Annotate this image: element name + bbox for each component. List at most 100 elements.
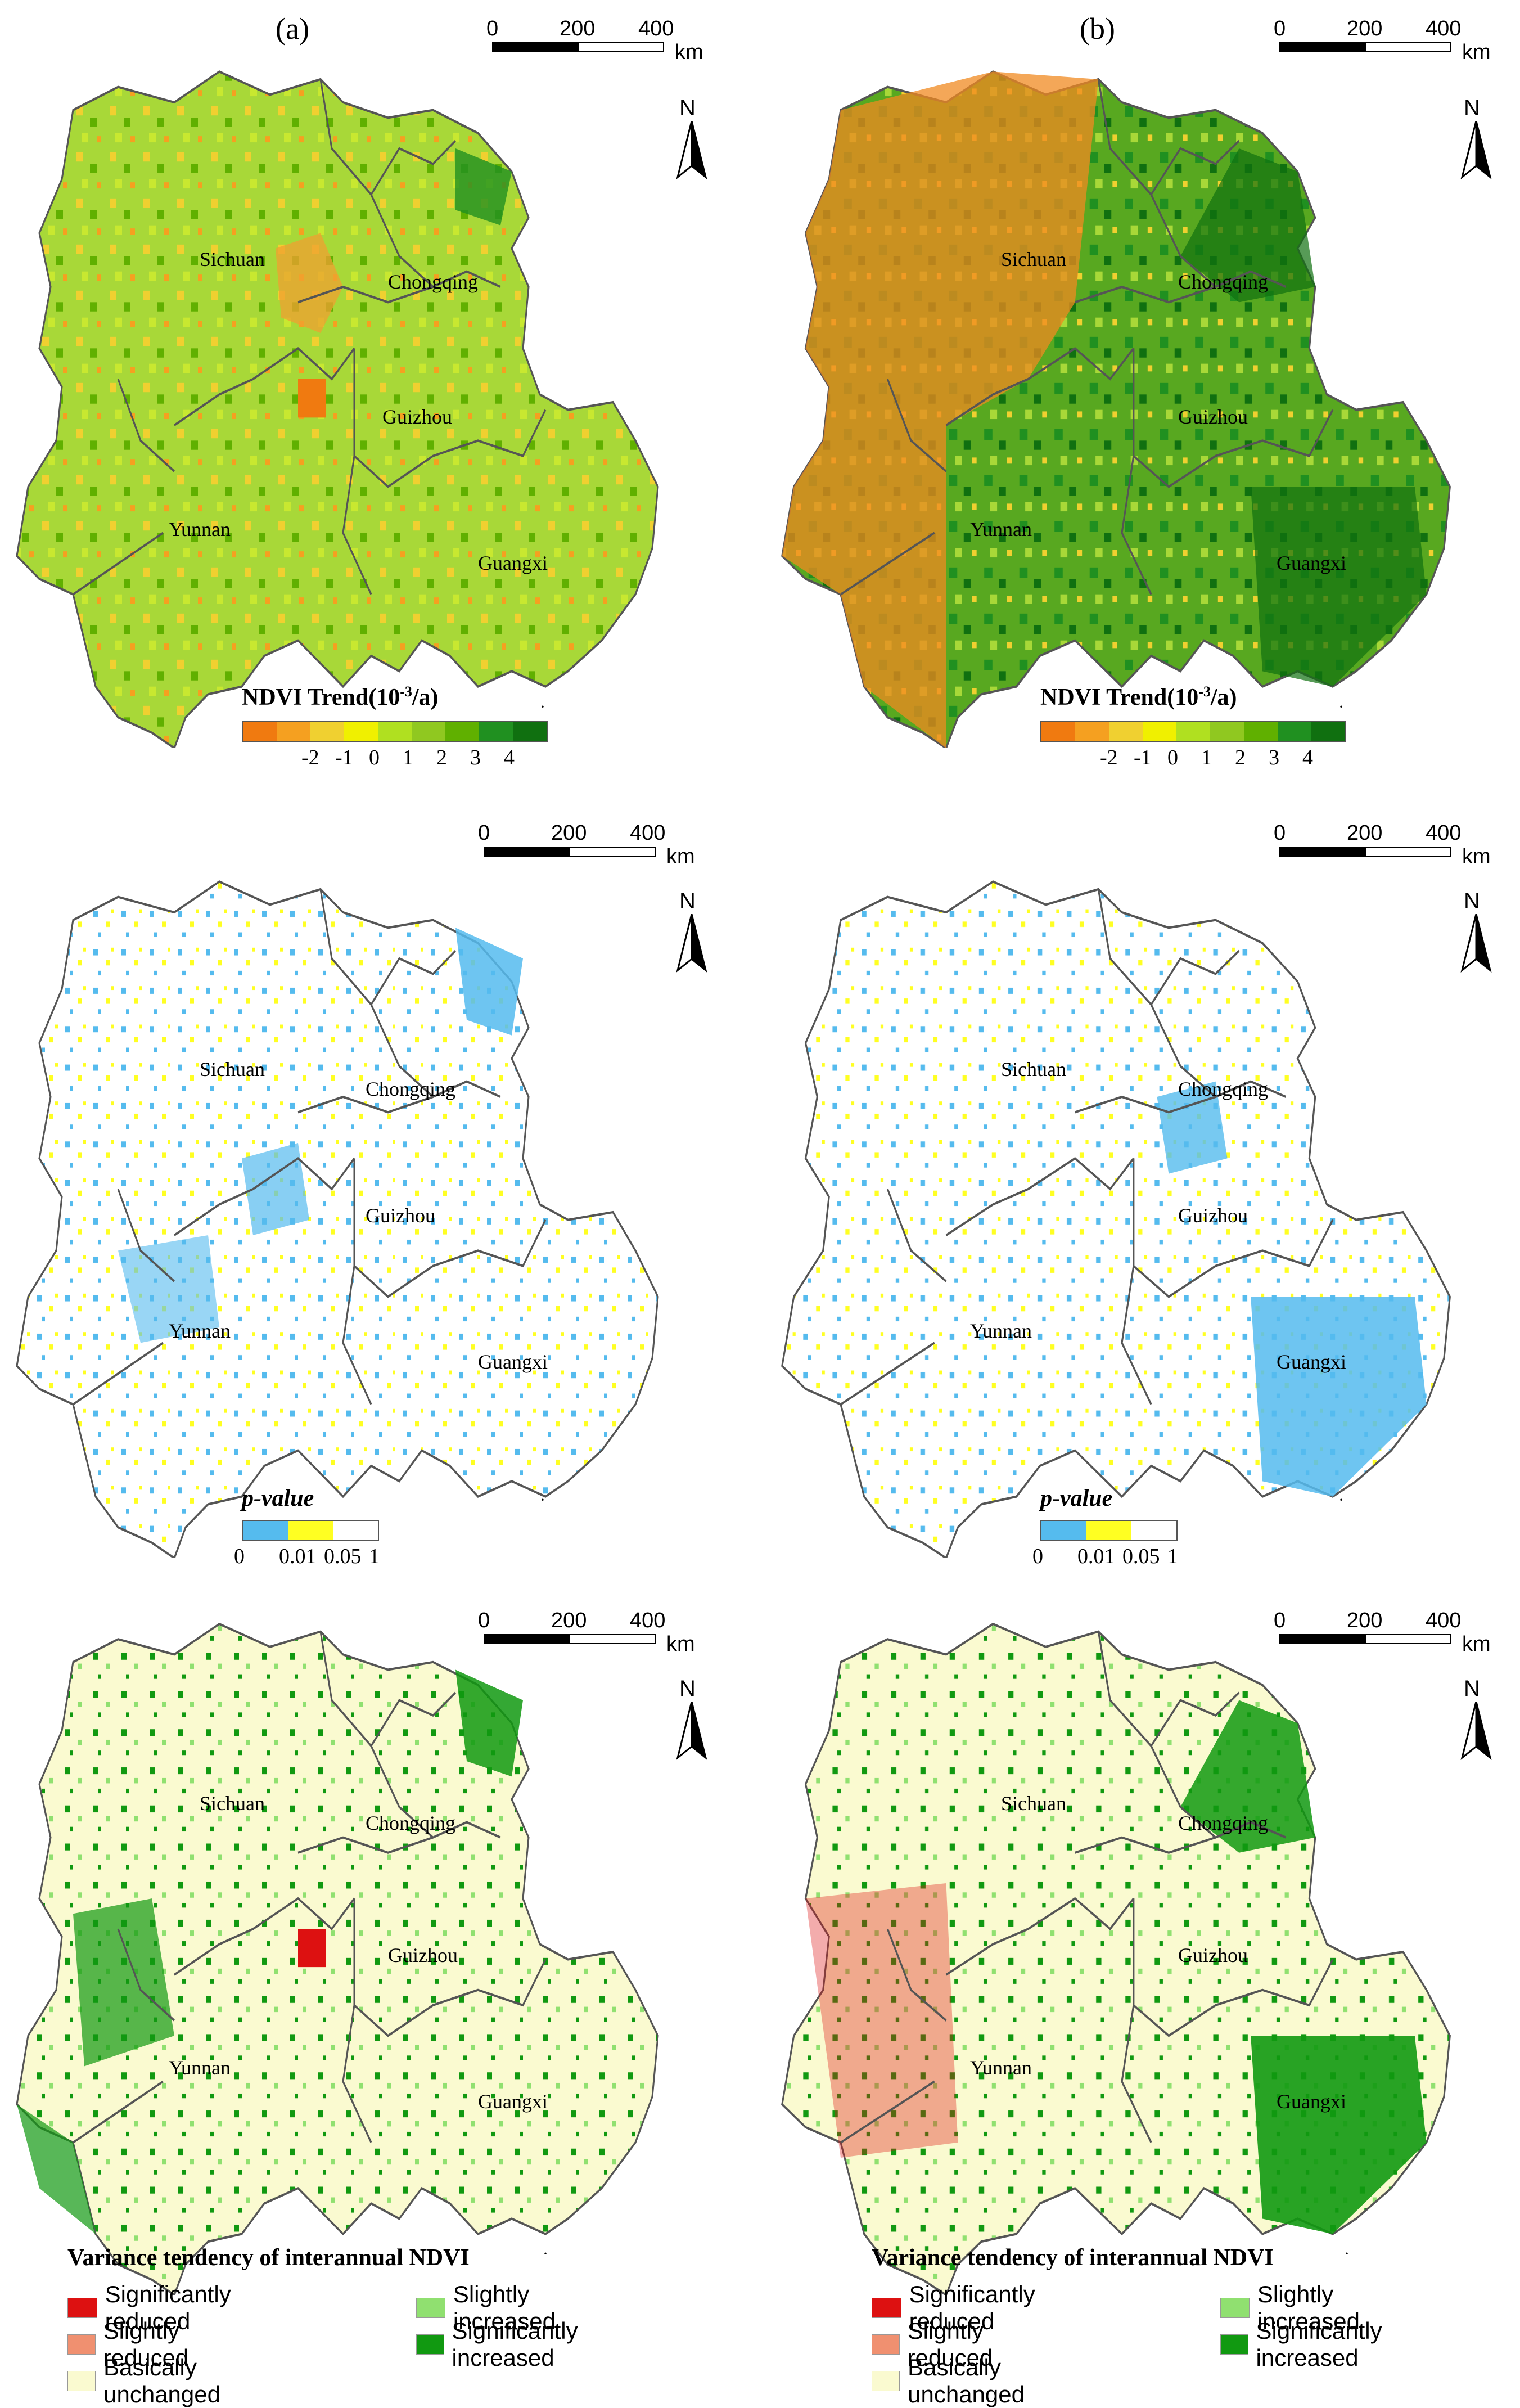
- legend-tick: 0: [234, 1545, 245, 1568]
- north-letter: N: [679, 96, 696, 120]
- panel-b-pvalue: Sichuan Chongqing Guizhou Yunnan Guangxi…: [770, 810, 1518, 1586]
- legend-label: Slightly reduced: [907, 2317, 993, 2371]
- label-guizhou: Guizhou: [1178, 406, 1248, 428]
- trend-legend-title: NDVI Trend(10-3/a): [242, 683, 439, 711]
- scale-tick-200: 200: [1347, 821, 1383, 845]
- trend-legend-title-end: /a): [412, 685, 439, 710]
- legend-tick: 3: [470, 746, 481, 769]
- ramp-swatch: [243, 1521, 288, 1540]
- legend-swatch: [872, 2371, 900, 2391]
- scale-bar: 0 200 400 km: [1274, 1609, 1491, 1671]
- pvalue-color-ramp: [1040, 1520, 1178, 1541]
- label-guangxi: Guangxi: [1277, 552, 1346, 574]
- north-letter: N: [1464, 1676, 1480, 1701]
- north-arrow-icon: [676, 914, 707, 973]
- scale-segment-black: [484, 847, 570, 857]
- legend-swatch: [872, 2334, 900, 2355]
- map-dot: ·: [540, 697, 545, 716]
- ramp-swatch: [479, 722, 513, 741]
- label-guizhou: Guizhou: [1178, 1204, 1248, 1227]
- ramp-swatch: [378, 722, 412, 741]
- trend-map-b: [770, 56, 1473, 748]
- legend-tick: 3: [1269, 746, 1279, 769]
- north-letter: N: [679, 1676, 696, 1701]
- scale-unit: km: [666, 845, 695, 868]
- ramp-swatch: [513, 722, 547, 741]
- legend-label: Slightly reduced: [103, 2317, 189, 2371]
- scale-segment-white: [569, 847, 656, 857]
- legend-label: Basically unchanged: [908, 2354, 1025, 2407]
- legend-label: Slightly increased: [453, 2281, 556, 2334]
- label-sichuan: Sichuan: [1001, 1058, 1066, 1081]
- scale-bar: 0 200 400 km: [478, 821, 695, 883]
- panel-label-a: (a): [276, 12, 309, 46]
- legend-tick: 1: [369, 1545, 380, 1568]
- legend-tick: 1: [403, 746, 413, 769]
- legend-swatch: [1220, 2334, 1248, 2355]
- label-chongqing: Chongqing: [1178, 1078, 1269, 1100]
- trend-color-ramp: [242, 721, 548, 742]
- legend-item: Slightly increased: [416, 2281, 571, 2335]
- scale-segment-black: [1279, 42, 1366, 52]
- trend-legend-title-sup: -3: [400, 683, 412, 700]
- trend-legend-title: NDVI Trend(10-3/a): [1040, 683, 1237, 711]
- legend-tick: 4: [504, 746, 515, 769]
- trend-map-a: [6, 56, 680, 748]
- ramp-swatch: [412, 722, 445, 741]
- legend-item: Basically unchanged: [67, 2354, 237, 2408]
- scale-segment-white: [578, 42, 664, 52]
- label-guizhou: Guizhou: [1178, 1944, 1248, 1966]
- label-sichuan: Sichuan: [200, 248, 265, 271]
- legend-tick: -2: [1100, 746, 1118, 769]
- ramp-swatch: [1311, 722, 1345, 741]
- ramp-swatch: [1086, 1521, 1131, 1540]
- label-sichuan: Sichuan: [200, 1792, 265, 1815]
- label-chongqing: Chongqing: [388, 271, 479, 293]
- legend-tick: 0: [1167, 746, 1178, 769]
- legend-tick: 1: [1201, 746, 1212, 769]
- tendency-legend-title: Variance tendency of interannual NDVI: [872, 2245, 1274, 2271]
- ramp-swatch: [310, 722, 344, 741]
- label-sichuan: Sichuan: [1001, 248, 1066, 271]
- scale-tick-0: 0: [478, 821, 490, 845]
- tendency-map-a: [6, 1609, 680, 2295]
- label-chongqing: Chongqing: [366, 1078, 456, 1100]
- legend-label: Significantly increased: [452, 2317, 578, 2371]
- label-chongqing: Chongqing: [1178, 1812, 1269, 1834]
- legend-tick: 2: [436, 746, 447, 769]
- legend-item: Slightly increased: [1220, 2281, 1375, 2335]
- legend-tick: 0.01: [279, 1545, 317, 1568]
- scale-unit: km: [666, 1632, 695, 1656]
- ramp-swatch: [1041, 722, 1075, 741]
- ramp-swatch: [333, 1521, 378, 1540]
- label-yunnan: Yunnan: [970, 2056, 1032, 2079]
- legend-tick: 0.05: [1122, 1545, 1160, 1568]
- scale-tick-200: 200: [551, 821, 587, 845]
- panel-a-tendency: Sichuan Chongqing Guizhou Yunnan Guangxi…: [6, 1597, 754, 2407]
- legend-label: Significantly increased: [1256, 2317, 1382, 2371]
- pvalue-map-a: [6, 866, 680, 1558]
- scale-tick-400: 400: [630, 821, 666, 845]
- legend-swatch: [872, 2298, 901, 2318]
- scale-tick-0: 0: [1274, 821, 1286, 845]
- north-arrow: N: [669, 1676, 714, 1761]
- trend-legend-title-main: NDVI Trend(10: [1040, 685, 1199, 710]
- legend-swatch: [416, 2334, 444, 2355]
- legend-tick: 0: [369, 746, 380, 769]
- ramp-swatch: [243, 722, 277, 741]
- map-dot: ·: [1344, 2244, 1350, 2263]
- scale-tick-200: 200: [551, 1609, 587, 1632]
- label-chongqing: Chongqing: [1178, 271, 1269, 293]
- scale-unit: km: [1462, 1632, 1491, 1656]
- north-letter: N: [1464, 96, 1480, 120]
- ramp-swatch: [1176, 722, 1210, 741]
- legend-tick: 4: [1302, 746, 1313, 769]
- label-guizhou: Guizhou: [382, 406, 452, 428]
- ramp-swatch: [277, 722, 310, 741]
- north-arrow-icon: [1460, 1702, 1492, 1760]
- scale-segment-white: [569, 1634, 656, 1644]
- legend-label: Significantly reduced: [909, 2281, 1035, 2334]
- legend-tick: 1: [1167, 1545, 1178, 1568]
- scale-tick-0: 0: [486, 17, 499, 40]
- legend-tick: 2: [1235, 746, 1246, 769]
